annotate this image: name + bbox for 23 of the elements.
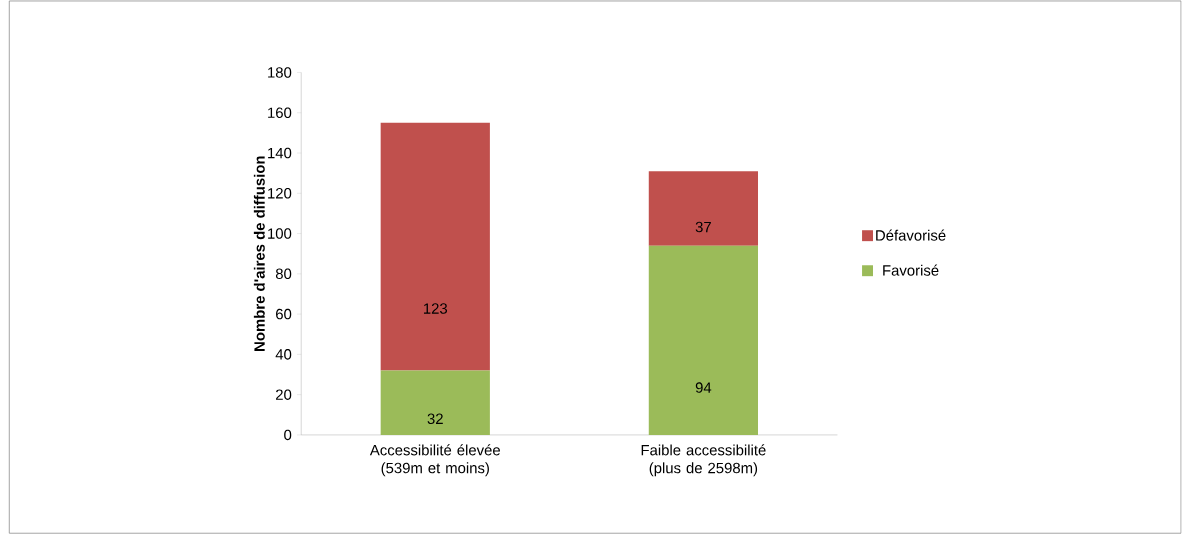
data-label: 32 (427, 413, 443, 424)
y-tick-label: 60 (276, 308, 292, 320)
bar (648, 245, 758, 435)
y-tick-label: 120 (268, 187, 292, 199)
y-tick-label: 100 (268, 228, 292, 239)
y-tick-label: 40 (275, 349, 292, 360)
data-label: 37 (695, 221, 711, 233)
bar (648, 171, 758, 246)
y-tick-label: 0 (284, 429, 292, 441)
y-tick-label: 20 (276, 389, 292, 400)
bar (380, 122, 490, 371)
legend-label: Défavorisé (876, 229, 946, 241)
legend-label: Favorisé (883, 264, 939, 276)
y-tick-label: 140 (268, 147, 292, 159)
y-tick-label: 160 (268, 107, 292, 118)
data-label: 123 (423, 303, 448, 314)
x-tick-label: Faible accessibilité (plus de 2598m) (641, 444, 766, 477)
x-tick-label: Accessibilité élevée (539m et moins) (369, 444, 500, 477)
y-tick-label: 80 (275, 268, 292, 279)
y-axis-title: Nombre d'aires de diffusion (253, 156, 265, 351)
y-tick-label: 180 (268, 67, 292, 78)
bar (380, 370, 490, 435)
data-label: 94 (695, 382, 712, 393)
